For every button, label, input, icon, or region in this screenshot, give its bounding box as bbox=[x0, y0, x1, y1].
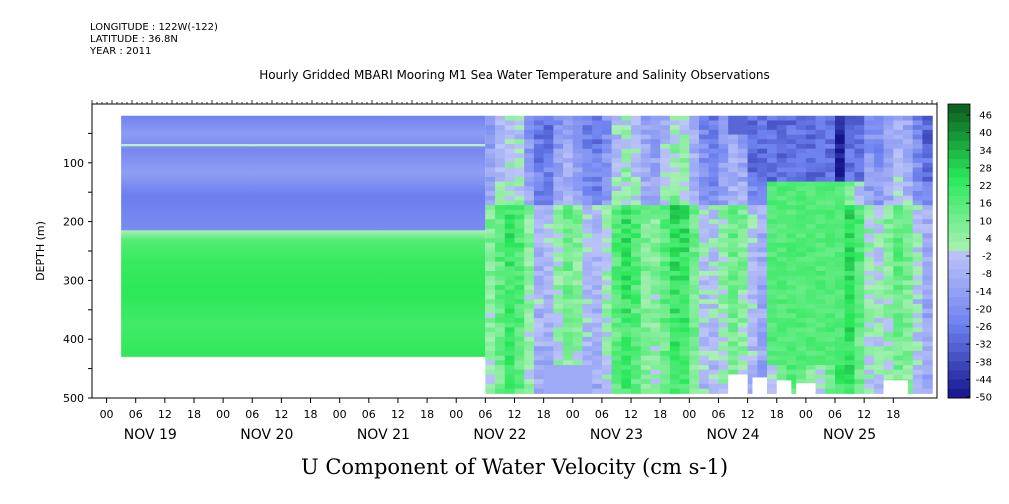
y-tick-label: 300 bbox=[63, 274, 84, 287]
colorbar-label: -38 bbox=[976, 357, 992, 368]
x-tick-label: 18 bbox=[537, 408, 551, 421]
x-tick-label: 12 bbox=[274, 408, 288, 421]
y-tick-label: 500 bbox=[63, 392, 84, 405]
x-tick-label: 18 bbox=[770, 408, 784, 421]
x-tick-label: 06 bbox=[595, 408, 609, 421]
chart-title: Hourly Gridded MBARI Mooring M1 Sea Wate… bbox=[259, 68, 770, 82]
x-tick-label: 06 bbox=[245, 408, 259, 421]
x-tick-label: 00 bbox=[333, 408, 347, 421]
x-tick-label: 00 bbox=[566, 408, 580, 421]
x-tick-label: 06 bbox=[478, 408, 492, 421]
x-tick-label: 06 bbox=[828, 408, 842, 421]
colorbar-label: 22 bbox=[979, 181, 992, 192]
colorbar-label: 34 bbox=[979, 146, 992, 157]
y-tick-label: 100 bbox=[63, 157, 84, 170]
x-tick-label: 00 bbox=[216, 408, 230, 421]
y-tick-label: 200 bbox=[63, 216, 84, 229]
colorbar-label: 46 bbox=[979, 111, 992, 122]
x-day-label: NOV 25 bbox=[823, 427, 876, 443]
x-tick-label: 18 bbox=[304, 408, 318, 421]
colorbar-label: 4 bbox=[986, 234, 992, 245]
x-tick-label: 18 bbox=[886, 408, 900, 421]
x-tick-label: 06 bbox=[129, 408, 143, 421]
x-tick-label: 12 bbox=[508, 408, 522, 421]
colorbar-label: -14 bbox=[976, 287, 992, 298]
x-day-label: NOV 19 bbox=[124, 427, 177, 443]
heatmap-region-line bbox=[121, 143, 486, 147]
x-tick-label: 00 bbox=[799, 408, 813, 421]
x-tick-label: 12 bbox=[857, 408, 871, 421]
colorbar-label: -8 bbox=[982, 269, 992, 280]
x-tick-label: 06 bbox=[711, 408, 725, 421]
colorbar-label: -20 bbox=[976, 304, 992, 315]
colorbar-label: -2 bbox=[982, 252, 992, 263]
colorbar-label: 10 bbox=[979, 216, 992, 227]
y-tick-label: 400 bbox=[63, 333, 84, 346]
x-tick-label: 00 bbox=[100, 408, 114, 421]
metadata-block: LONGITUDE : 122W(-122) LATITUDE : 36.8N … bbox=[90, 22, 218, 58]
colorbar-label: 16 bbox=[979, 199, 992, 210]
x-day-label: NOV 21 bbox=[357, 427, 410, 443]
heatmap-region-upper bbox=[121, 115, 486, 231]
x-tick-label: 18 bbox=[187, 408, 201, 421]
colorbar-label: -50 bbox=[976, 393, 992, 404]
x-day-label: NOV 24 bbox=[706, 427, 759, 443]
x-tick-label: 12 bbox=[391, 408, 405, 421]
year-text: YEAR : 2011 bbox=[90, 46, 152, 57]
colorbar-label: -44 bbox=[976, 375, 992, 386]
colorbar-label: -26 bbox=[976, 322, 992, 333]
x-tick-label: 12 bbox=[158, 408, 172, 421]
colorbar-frame bbox=[947, 103, 971, 399]
latitude-text: LATITUDE : 36.8N bbox=[90, 34, 178, 45]
x-tick-label: 06 bbox=[362, 408, 376, 421]
colorbar-label: 28 bbox=[979, 163, 992, 174]
x-day-label: NOV 23 bbox=[590, 427, 643, 443]
x-tick-label: 12 bbox=[624, 408, 638, 421]
x-tick-label: 18 bbox=[420, 408, 434, 421]
variable-title: U Component of Water Velocity (cm s-1) bbox=[300, 455, 729, 479]
x-tick-label: 12 bbox=[741, 408, 755, 421]
longitude-text: LONGITUDE : 122W(-122) bbox=[90, 22, 218, 33]
x-day-label: NOV 22 bbox=[473, 427, 526, 443]
colorbar-label: -32 bbox=[976, 340, 992, 351]
y-axis-label: DEPTH (m) bbox=[34, 221, 47, 281]
x-tick-label: 00 bbox=[682, 408, 696, 421]
colorbar-label: 40 bbox=[979, 128, 992, 139]
x-day-label: NOV 20 bbox=[240, 427, 293, 443]
heatmap-region-lower bbox=[121, 230, 486, 357]
x-tick-label: 18 bbox=[653, 408, 667, 421]
x-tick-label: 00 bbox=[449, 408, 463, 421]
